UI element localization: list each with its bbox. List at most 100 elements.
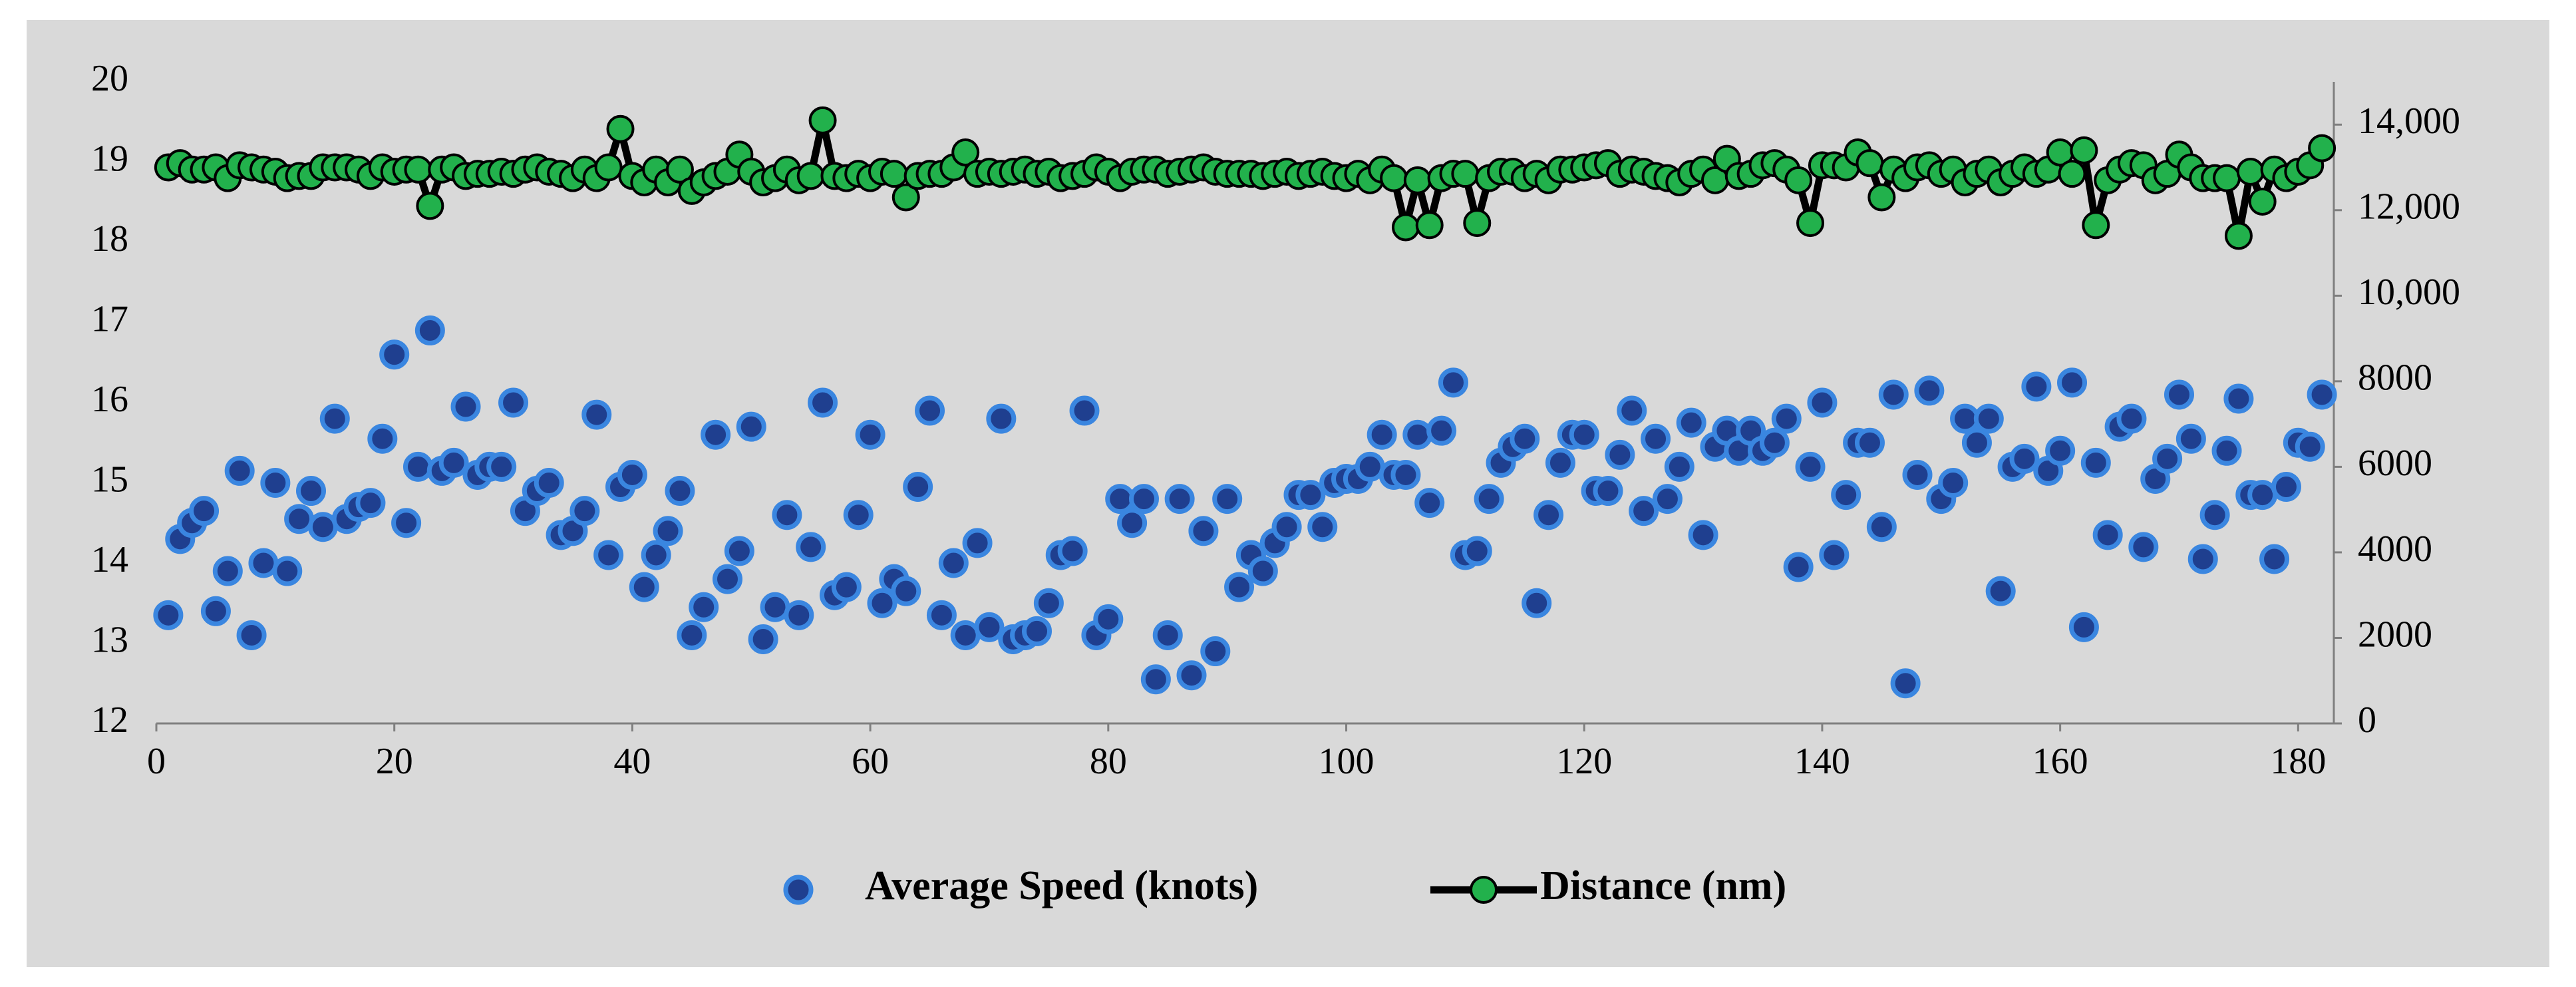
line-marker <box>404 155 432 184</box>
point <box>1295 480 1326 510</box>
line-marker <box>2213 164 2241 192</box>
point <box>2295 431 2325 462</box>
y2-tick-label: 0 <box>2358 699 2376 741</box>
line-marker <box>1403 166 1432 194</box>
point <box>1474 484 1504 514</box>
x-tick-label: 140 <box>1794 741 1850 782</box>
point <box>2175 423 2206 454</box>
point <box>1771 403 1802 434</box>
point <box>1688 520 1718 550</box>
point <box>701 419 731 450</box>
point <box>2128 532 2159 562</box>
y-tick-label: 19 <box>91 138 128 179</box>
line-marker <box>1380 164 1408 192</box>
line-marker <box>416 192 444 220</box>
y2-tick-label: 12,000 <box>2358 186 2460 228</box>
point <box>1414 488 1445 518</box>
point <box>189 496 220 526</box>
point <box>831 572 862 602</box>
point <box>1355 451 1385 482</box>
point <box>1914 375 1945 406</box>
point <box>593 540 624 570</box>
x-tick-label: 80 <box>1090 741 1127 782</box>
point <box>1533 500 1564 530</box>
line-marker <box>594 153 623 182</box>
point <box>153 600 184 630</box>
point <box>1069 395 1100 426</box>
point <box>391 508 422 538</box>
y-tick-label: 12 <box>91 699 128 741</box>
point <box>1985 576 2016 606</box>
point <box>1462 536 1492 566</box>
y2-tick-label: 14,000 <box>2358 100 2460 142</box>
point <box>2247 480 2278 510</box>
point <box>450 391 481 422</box>
y-tick-label: 20 <box>91 58 128 99</box>
point <box>2057 367 2088 398</box>
x-tick-label: 120 <box>1556 741 1612 782</box>
y2-tick-label: 10,000 <box>2358 272 2460 313</box>
point <box>2211 435 2242 466</box>
point <box>379 339 410 370</box>
point <box>843 500 874 530</box>
point <box>2187 544 2218 574</box>
point <box>1522 588 1552 618</box>
y-tick-label: 16 <box>91 379 128 420</box>
line-marker <box>2058 160 2086 188</box>
point <box>2068 612 2099 642</box>
point <box>1819 540 1850 570</box>
x-tick-label: 160 <box>2032 741 2088 782</box>
point <box>1938 468 1969 498</box>
line-marker <box>1415 211 1444 240</box>
point <box>1545 447 1575 478</box>
point <box>1605 439 1635 470</box>
point <box>2164 379 2194 410</box>
point <box>915 395 945 426</box>
point <box>1641 423 1671 454</box>
x-tick-label: 0 <box>147 741 166 782</box>
point <box>1831 480 1861 510</box>
point <box>665 476 695 506</box>
line-marker <box>891 183 920 212</box>
point <box>534 468 564 498</box>
point <box>260 468 291 498</box>
point <box>1390 459 1421 490</box>
point <box>974 612 1005 642</box>
point <box>736 411 766 442</box>
point <box>1140 664 1171 695</box>
point <box>1617 395 1647 426</box>
line-marker <box>1391 213 1420 242</box>
point <box>2223 383 2254 414</box>
point <box>1152 620 1183 650</box>
line-marker <box>2082 211 2110 240</box>
x-tick-label: 40 <box>613 741 651 782</box>
point <box>712 564 742 594</box>
point <box>760 592 790 622</box>
point <box>724 536 754 566</box>
line-marker <box>2224 222 2253 250</box>
point <box>2092 520 2123 550</box>
point <box>1164 484 1195 514</box>
line-marker <box>796 162 825 190</box>
line-marker <box>880 160 908 188</box>
x-tick-label: 180 <box>2270 741 2326 782</box>
x-tick-label: 100 <box>1319 741 1374 782</box>
legend-marker <box>783 875 814 905</box>
point <box>903 472 933 502</box>
point <box>1890 668 1921 699</box>
y-tick-label: 13 <box>91 619 128 660</box>
point <box>855 419 886 450</box>
point <box>641 540 671 570</box>
y-tick-label: 15 <box>91 459 128 500</box>
point <box>355 488 386 518</box>
point <box>1807 387 1838 418</box>
point <box>1057 536 1088 566</box>
point <box>950 620 981 650</box>
point <box>367 423 398 454</box>
point <box>1093 604 1124 634</box>
point <box>784 600 814 630</box>
point <box>1629 496 1659 526</box>
line-marker <box>665 155 694 184</box>
legend-marker <box>1470 876 1498 904</box>
